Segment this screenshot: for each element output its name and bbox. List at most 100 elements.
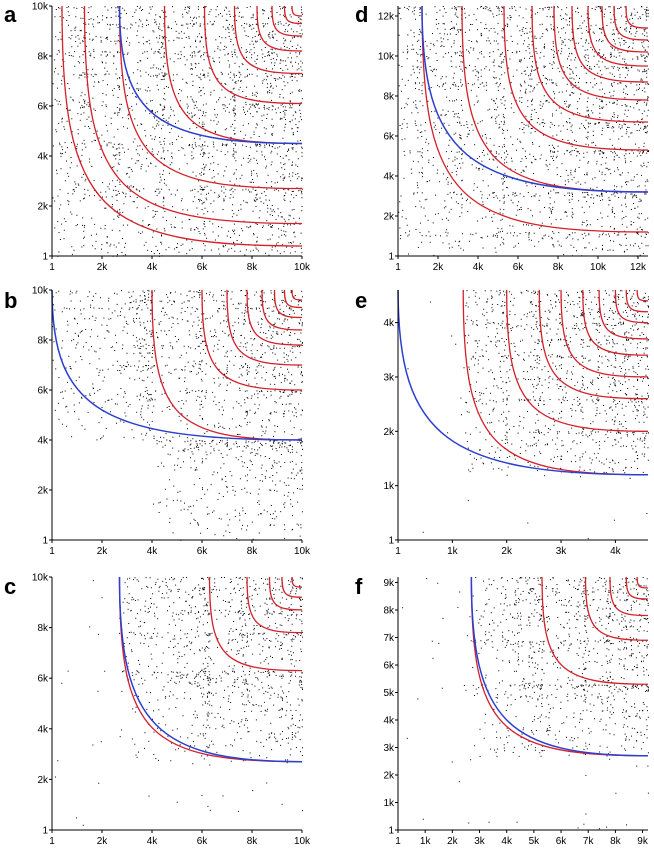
- x-tick-label: 1: [395, 836, 401, 847]
- y-tick-label: 4k: [383, 172, 395, 183]
- red-boundary-curve: [283, 5, 303, 25]
- red-boundary-curve: [256, 5, 303, 52]
- scatter-points: [54, 577, 304, 826]
- x-tick-label: 9k: [637, 836, 649, 847]
- y-tick-label: 4k: [383, 716, 395, 727]
- x-tick-label: 4k: [147, 836, 159, 847]
- y-tick-label: 1: [388, 825, 394, 836]
- x-tick-label: 10k: [590, 262, 607, 273]
- scatter-points: [407, 290, 649, 540]
- panel-f: f 1 1k 2k 3k 4k 5k 6k 7k 8k 9k 1 1k 2k 3k 4k 5k 6k 7k 8k 9k: [355, 574, 649, 847]
- red-boundary-curve: [636, 289, 649, 302]
- x-tick-label: 6k: [197, 262, 209, 273]
- red-boundary-curve: [268, 576, 303, 611]
- red-boundary-curve: [614, 289, 649, 324]
- red-boundary-curve: [61, 5, 303, 247]
- x-tick-label: 1k: [447, 546, 459, 557]
- red-boundary-curve: [283, 289, 303, 309]
- y-tick-label: 8k: [37, 336, 49, 347]
- scatter-points: [52, 290, 303, 541]
- y-tick-label: 1k: [383, 798, 395, 809]
- y-tick-label: 2k: [383, 212, 395, 223]
- y-tick-label: 2k: [383, 427, 395, 438]
- red-boundary-curve: [291, 5, 303, 17]
- red-boundary-curve: [609, 576, 649, 617]
- y-tick-label: 6k: [37, 102, 49, 113]
- x-tick-label: 7k: [583, 836, 595, 847]
- x-tick-label: 10k: [294, 262, 311, 273]
- y-tick-label: 6k: [37, 386, 49, 397]
- x-tick-label: 8k: [247, 836, 259, 847]
- panel-a: a 1 2k 4k 6k 8k 10k 1 2k 4k 6k 8k 10k: [4, 2, 311, 274]
- x-tick-label: 6k: [513, 262, 525, 273]
- y-tick-label: 2k: [383, 771, 395, 782]
- panel-b: b 1 2k 4k 6k 8k 10k 1 2k 4k 6k 8k 10k: [4, 286, 311, 558]
- red-boundary-curve: [625, 576, 649, 600]
- y-tick-label: 1: [42, 825, 48, 836]
- red-boundary-curve: [246, 289, 303, 346]
- x-tick-label: 4k: [147, 262, 159, 273]
- x-tick-label: 2k: [97, 262, 109, 273]
- y-tick-label: 1: [42, 535, 48, 546]
- red-boundaries: [470, 576, 649, 757]
- points-path: [407, 290, 649, 540]
- x-tick-label: 4k: [473, 262, 485, 273]
- y-tick-label: 4k: [37, 152, 49, 163]
- x-tick-label: 10k: [294, 546, 311, 557]
- red-boundary-curve: [503, 5, 649, 151]
- red-boundary-curve: [470, 576, 649, 757]
- red-boundary-curve: [261, 289, 303, 331]
- scatter-points: [398, 6, 649, 257]
- y-tick-label: 10k: [378, 52, 395, 63]
- x-tick-label: 2k: [501, 546, 513, 557]
- x-tick-label: 4k: [610, 546, 622, 557]
- red-boundary-curve: [560, 289, 649, 378]
- x-tick-label: 1k: [420, 836, 432, 847]
- x-tick-label: 3k: [556, 546, 568, 557]
- red-boundary-curve: [233, 5, 303, 75]
- red-boundaries: [61, 5, 303, 247]
- y-tick-label: 9k: [383, 578, 395, 589]
- red-boundary-curve: [587, 5, 649, 67]
- x-tick-label: 12k: [630, 262, 647, 273]
- red-boundary-curve: [208, 576, 303, 672]
- y-tick-label: 4k: [37, 724, 49, 735]
- panel-letter-f: f: [355, 574, 363, 599]
- panel-letter-d: d: [355, 2, 368, 27]
- red-boundary-curve: [163, 5, 303, 145]
- red-boundary-curve: [271, 5, 303, 37]
- y-tick-label: 12k: [378, 12, 395, 23]
- x-tick-label: 3k: [474, 836, 486, 847]
- x-tick-label: 8k: [610, 836, 622, 847]
- red-boundary-curve: [506, 289, 649, 432]
- x-tick-label: 8k: [247, 546, 259, 557]
- y-tick-label: 10k: [32, 286, 49, 297]
- red-boundary-curve: [613, 5, 649, 41]
- red-boundaries: [421, 5, 649, 233]
- red-boundary-curve: [553, 5, 649, 101]
- red-boundaries: [151, 289, 303, 441]
- red-boundary-curve: [281, 576, 303, 598]
- x-tick-label: 5k: [529, 836, 541, 847]
- y-tick-label: 6k: [383, 132, 395, 143]
- red-boundary-curve: [273, 289, 303, 319]
- y-tick-label: 10k: [32, 2, 49, 13]
- red-boundary-curve: [531, 5, 649, 123]
- panel-letter-a: a: [4, 2, 17, 27]
- red-boundary-curve: [83, 5, 303, 225]
- panel-c: c 1 2k 4k 6k 8k 10k 1 2k 4k 6k 8k 10k: [4, 573, 311, 848]
- points-path: [52, 290, 303, 541]
- blue-boundary-curve: [397, 289, 649, 476]
- red-boundary-curve: [625, 5, 649, 29]
- scatter-points: [402, 577, 649, 830]
- red-boundary-curve: [601, 5, 649, 53]
- red-boundary-curve: [291, 576, 303, 588]
- y-tick-label: 2k: [37, 202, 49, 213]
- x-tick-label: 6k: [556, 836, 568, 847]
- panel-letter-e: e: [355, 288, 367, 313]
- panel-letter-b: b: [4, 288, 17, 313]
- red-boundary-curve: [598, 289, 649, 340]
- y-tick-label: 3k: [383, 372, 395, 383]
- blue-boundary-curve: [118, 5, 303, 145]
